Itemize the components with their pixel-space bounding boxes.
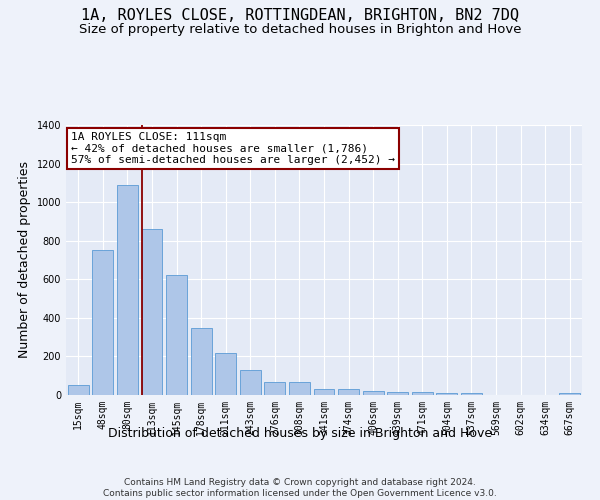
- Text: 1A ROYLES CLOSE: 111sqm
← 42% of detached houses are smaller (1,786)
57% of semi: 1A ROYLES CLOSE: 111sqm ← 42% of detache…: [71, 132, 395, 165]
- Bar: [240, 370, 261, 395]
- Bar: [265, 382, 286, 395]
- Bar: [559, 393, 580, 395]
- Text: Distribution of detached houses by size in Brighton and Hove: Distribution of detached houses by size …: [108, 428, 492, 440]
- Bar: [92, 250, 113, 395]
- Bar: [338, 389, 359, 395]
- Bar: [142, 229, 163, 395]
- Bar: [117, 185, 138, 395]
- Bar: [387, 392, 408, 395]
- Bar: [166, 276, 187, 395]
- Text: Size of property relative to detached houses in Brighton and Hove: Size of property relative to detached ho…: [79, 22, 521, 36]
- Y-axis label: Number of detached properties: Number of detached properties: [18, 162, 31, 358]
- Bar: [412, 392, 433, 395]
- Bar: [314, 389, 334, 395]
- Bar: [68, 386, 89, 395]
- Bar: [289, 382, 310, 395]
- Bar: [362, 391, 383, 395]
- Bar: [461, 393, 482, 395]
- Bar: [215, 352, 236, 395]
- Text: 1A, ROYLES CLOSE, ROTTINGDEAN, BRIGHTON, BN2 7DQ: 1A, ROYLES CLOSE, ROTTINGDEAN, BRIGHTON,…: [81, 8, 519, 22]
- Bar: [436, 393, 457, 395]
- Text: Contains HM Land Registry data © Crown copyright and database right 2024.
Contai: Contains HM Land Registry data © Crown c…: [103, 478, 497, 498]
- Bar: [191, 328, 212, 395]
